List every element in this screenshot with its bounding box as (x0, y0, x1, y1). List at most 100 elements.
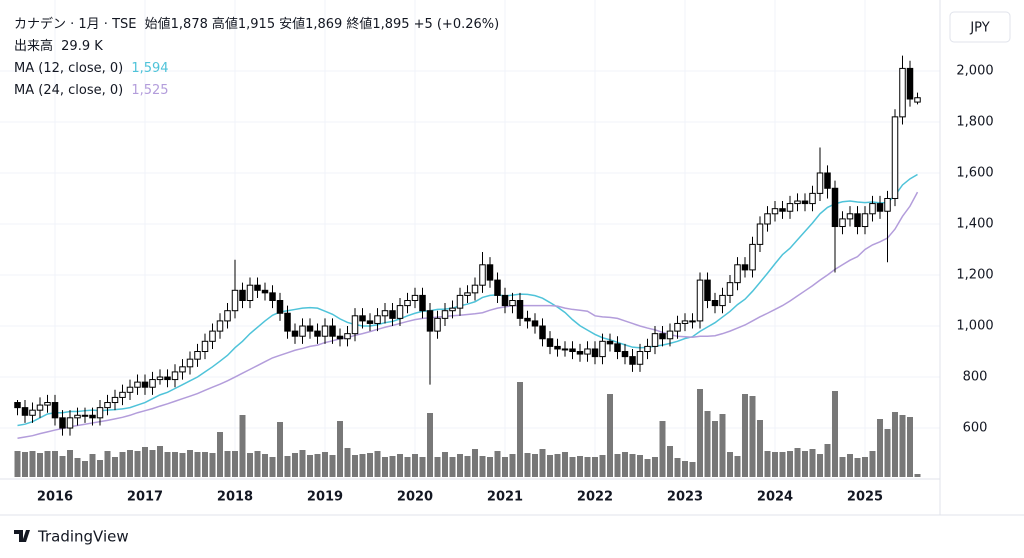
volume-bar (322, 452, 328, 477)
volume-bar (412, 454, 418, 477)
volume-bar (232, 451, 238, 477)
candle-body (606, 340, 614, 345)
candle-body (246, 284, 254, 302)
volume-bar (712, 421, 718, 477)
candle-body (786, 203, 794, 212)
candle-body (366, 320, 374, 324)
volume-bar (89, 454, 96, 477)
candle-body (464, 292, 471, 296)
x-tick-label: 2022 (577, 490, 613, 505)
x-tick-label: 2017 (127, 490, 163, 505)
volume-bar (374, 451, 381, 477)
volume-bar (682, 461, 688, 477)
volume-bar (577, 456, 583, 477)
volume-bar (787, 451, 793, 477)
candle-body (524, 317, 531, 322)
candle-body (629, 356, 636, 365)
volume-bar (719, 414, 726, 477)
candle-body (359, 315, 366, 322)
volume-bar (704, 411, 711, 477)
volume-bar (292, 453, 298, 477)
volume-bar (697, 389, 703, 477)
volume-bar (127, 450, 133, 477)
volume-bar (487, 457, 493, 477)
volume-bar (607, 394, 613, 477)
candle-body (456, 294, 464, 309)
volume-bar (382, 457, 388, 477)
candle-body (546, 338, 554, 347)
candle-body (186, 358, 194, 368)
candle-body (96, 407, 104, 419)
quote-row: カナデン · 1月 · TSE 始値1,878 高値1,915 安値1,869 終値1… (14, 14, 503, 36)
candle-body (419, 294, 426, 312)
candle-body (441, 310, 449, 319)
candle-body (306, 325, 314, 332)
candle-body (674, 322, 681, 332)
volume-bar (869, 451, 876, 477)
volume-bar (82, 461, 88, 477)
candle-body (434, 317, 441, 332)
volume-bar (262, 454, 268, 477)
volume-bar (494, 451, 501, 477)
volume-bar (329, 455, 336, 477)
volume-bar (359, 454, 366, 477)
volume-bar (284, 456, 291, 477)
candle-body (284, 312, 291, 332)
candle-body (291, 330, 299, 337)
volume-bar (269, 457, 276, 477)
volume-bar (344, 448, 351, 477)
candle-body (89, 414, 96, 419)
volume-bar (97, 460, 103, 477)
legend: カナデン · 1月 · TSE 始値1,878 高値1,915 安値1,869 終値1… (14, 14, 503, 102)
volume-bar (239, 415, 246, 477)
volume-bar (779, 452, 786, 477)
ma-line (17, 173, 918, 427)
volume-bar (689, 462, 696, 477)
quote-value: 1,869 (305, 17, 343, 32)
candle-body (531, 320, 539, 327)
candle-body (449, 307, 456, 312)
volume-bar (367, 453, 373, 477)
candle-body (14, 402, 21, 409)
volume-bar (247, 453, 253, 477)
candle-body (201, 340, 209, 353)
y-tick-label: 2,000 (956, 63, 993, 78)
volume-bar (847, 454, 853, 477)
candle-body (81, 414, 89, 417)
volume-bar (427, 413, 433, 477)
currency[interactable]: JPY (969, 21, 989, 36)
volume-bar (314, 454, 321, 477)
candle-body (501, 294, 509, 307)
volume-bar (209, 453, 216, 477)
quote-label: 高値 (211, 17, 238, 32)
candle-body (381, 310, 389, 317)
candle-body (479, 264, 486, 286)
candle-body (51, 402, 59, 419)
ma-value: 1,594 (131, 61, 169, 76)
volume-bar (644, 459, 651, 477)
volume-bar (554, 454, 561, 477)
candle-body (224, 310, 231, 322)
candle-body (336, 335, 344, 340)
candle-body (314, 330, 321, 337)
volume-bar (149, 450, 156, 477)
quote-value: 1,895 (372, 17, 410, 32)
candle-body (74, 414, 81, 419)
y-tick-label: 1,000 (956, 319, 993, 334)
candle-body (809, 192, 816, 205)
candle-body (231, 289, 239, 312)
candle-body (426, 310, 434, 332)
candle-body (711, 300, 719, 307)
volume-bar (464, 456, 471, 477)
currency-box[interactable] (949, 11, 1011, 43)
candle-body (659, 333, 666, 340)
volume-bar (502, 457, 508, 477)
candle-body (509, 300, 516, 307)
volume-bar (104, 451, 111, 477)
candle-body (719, 294, 726, 307)
volume-bar (517, 382, 523, 477)
candle-body (794, 200, 801, 205)
volume-bar (277, 422, 283, 477)
candle-body (21, 407, 29, 416)
